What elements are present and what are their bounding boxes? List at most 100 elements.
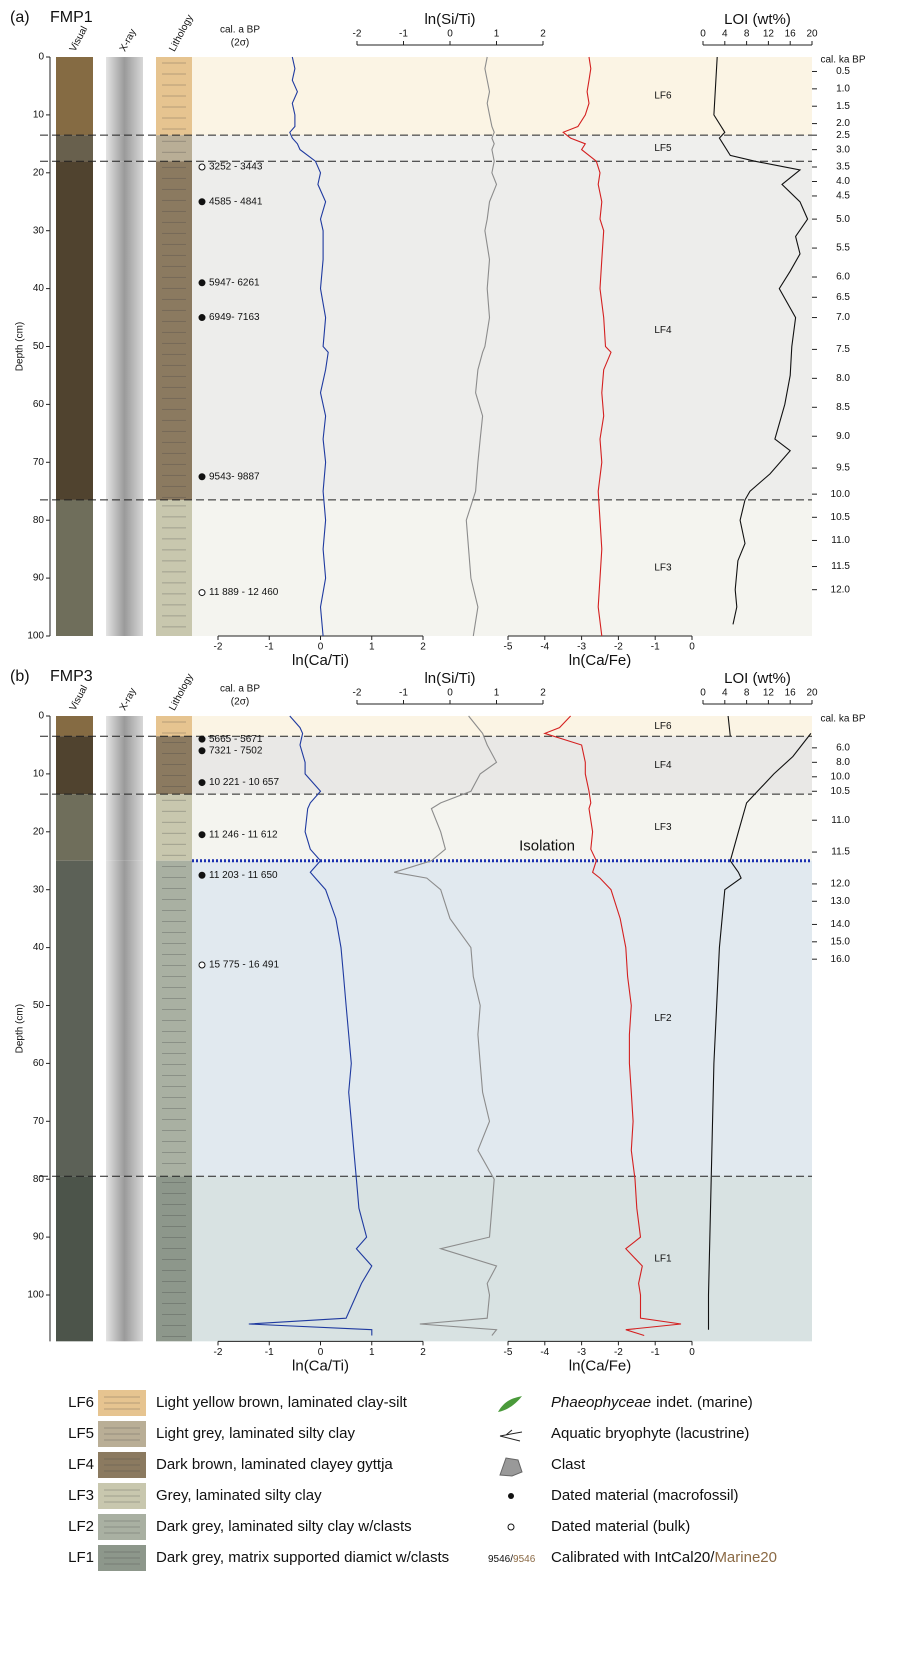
age-tick-label: 10.0: [831, 489, 851, 500]
x-axis-label: ln(Si/Ti): [424, 670, 475, 687]
x-axis-label: ln(Si/Ti): [424, 11, 475, 28]
unit-label: LF1: [654, 1253, 672, 1264]
calibration-text: Calibrated with IntCal20: [551, 1549, 710, 1566]
x-tick-label: 1: [494, 29, 500, 40]
legend-text: Phaeophyceae indet. (marine): [551, 1394, 753, 1411]
x-tick-label: 0: [689, 1347, 695, 1358]
sample-sep: /: [510, 1554, 513, 1565]
age-tick-label: 11.0: [831, 815, 850, 826]
legend: LF6 Light yellow brown, laminated clay-si…: [68, 1390, 777, 1571]
legend-text: Grey, laminated silty clay: [156, 1487, 322, 1504]
x-tick-label: 1: [369, 1347, 375, 1358]
date-marker: [198, 961, 206, 969]
unit-shade: [192, 135, 812, 162]
age-tick-label: 11.5: [831, 847, 850, 858]
age-tick-label: 1.5: [836, 101, 850, 112]
x-tick-label: -1: [399, 688, 408, 699]
depth-tick-label: 60: [33, 1058, 45, 1069]
x-tick-label: 2: [420, 642, 426, 653]
panel-label: (b): [10, 668, 30, 685]
date-marker: [198, 198, 206, 206]
calibration-sep: /: [710, 1549, 715, 1566]
age-tick-label: 5.5: [836, 243, 850, 254]
age-subheader: (2σ): [231, 38, 249, 49]
depth-tick-label: 20: [33, 167, 45, 178]
date-label: 15 775 - 16 491: [209, 960, 279, 971]
depth-tick-label: 40: [33, 942, 45, 953]
x-tick-label: -2: [214, 642, 223, 653]
depth-tick-label: 40: [33, 283, 45, 294]
age-tick-label: 11.0: [831, 535, 850, 546]
date-marker: [198, 279, 206, 287]
age-tick-label: 2.5: [836, 130, 850, 141]
xray-core: [106, 499, 143, 636]
date-marker: [198, 314, 206, 322]
x-tick-label: 0: [447, 688, 453, 699]
unit-shade: [192, 860, 812, 1177]
x-tick-label: -5: [504, 642, 513, 653]
age-tick-label: 2.0: [836, 118, 850, 129]
age-tick-label: 3.0: [836, 144, 850, 155]
x-tick-label: -1: [399, 29, 408, 40]
column-header: Visual: [68, 25, 90, 54]
proxy-line: [713, 56, 809, 625]
age-scale-title: cal. ka BP: [820, 55, 865, 66]
x-axis-label: ln(Ca/Fe): [569, 652, 632, 669]
xray-core: [106, 736, 143, 795]
x-tick-label: 0: [700, 688, 706, 699]
age-tick-label: 15.0: [831, 936, 851, 947]
depth-tick-label: 20: [33, 826, 45, 837]
lithology: [156, 135, 192, 162]
x-tick-label: 8: [744, 29, 750, 40]
visual-core: [56, 135, 93, 162]
x-tick-label: -2: [353, 29, 362, 40]
visual-core: [56, 57, 93, 136]
age-tick-label: 8.5: [836, 402, 850, 413]
bryophyte-icon: [499, 1429, 523, 1442]
legend-code: LF1: [68, 1549, 94, 1566]
depth-tick-label: 10: [33, 769, 45, 780]
unit-shade: [192, 736, 812, 795]
legend-text: Calibrated with IntCal20/Marine20: [551, 1549, 777, 1566]
proxy-line: [707, 715, 812, 1330]
x-tick-label: -2: [614, 1347, 623, 1358]
x-tick-label: 16: [785, 29, 797, 40]
sample-marine: 9546: [513, 1554, 536, 1565]
unit-label: LF6: [654, 91, 672, 102]
x-tick-label: 20: [806, 29, 818, 40]
age-tick-label: 8.0: [836, 757, 850, 768]
depth-tick-label: 90: [33, 573, 45, 584]
unit-label: LF4: [654, 760, 672, 771]
xray-core: [106, 135, 143, 162]
date-label: 11 203 - 11 650: [209, 870, 278, 881]
depth-tick-label: 100: [27, 631, 44, 642]
depth-tick-label: 0: [38, 711, 44, 722]
visual-core: [56, 499, 93, 636]
date-marker: [198, 779, 206, 787]
visual-core: [56, 1176, 93, 1342]
core-title: FMP1: [50, 9, 93, 26]
age-tick-label: 6.0: [836, 272, 850, 283]
legend-text: Dated material (bulk): [551, 1518, 690, 1535]
proxy-line: [543, 715, 682, 1337]
x-tick-label: -3: [577, 1347, 586, 1358]
unit-label: LF3: [654, 822, 672, 833]
date-marker: [198, 831, 206, 839]
lithology: [156, 794, 192, 861]
x-axis-label: ln(Ca/Ti): [292, 1357, 349, 1374]
proxy-line: [465, 56, 498, 637]
depth-tick-label: 70: [33, 457, 45, 468]
date-label: 11 889 - 12 460: [209, 587, 279, 598]
column-header: X-ray: [118, 686, 139, 712]
proxy-line: [289, 56, 329, 637]
x-tick-label: 2: [540, 688, 546, 699]
age-tick-label: 6.5: [836, 292, 850, 303]
date-label: 5665 - 5671: [209, 734, 263, 745]
age-tick-label: 8.0: [836, 373, 850, 384]
legend-text: Clast: [551, 1456, 586, 1473]
x-tick-label: -1: [265, 642, 274, 653]
depth-tick-label: 10: [33, 110, 45, 121]
legend-code: LF2: [68, 1518, 94, 1535]
